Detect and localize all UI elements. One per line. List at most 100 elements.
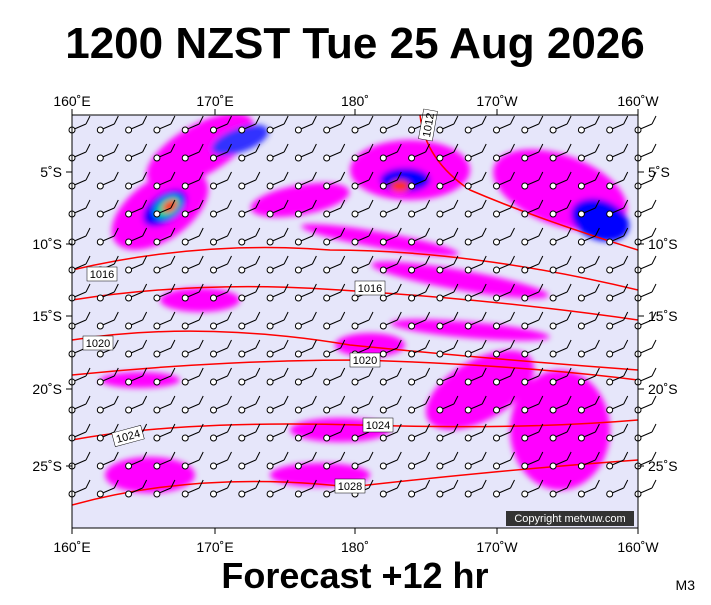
- barb-flag: [538, 143, 544, 153]
- lat-label-right: 20˚S: [648, 381, 678, 397]
- barb-flag: [170, 339, 176, 349]
- barb-station: [436, 210, 444, 218]
- barb-station: [521, 182, 529, 190]
- barb-flag: [85, 171, 91, 181]
- lat-label-left: 10˚S: [32, 236, 62, 252]
- barb-flag: [142, 143, 148, 153]
- barb-flag: [311, 367, 317, 377]
- barb-flag: [594, 451, 600, 461]
- precip-area: [211, 124, 269, 156]
- barb-station: [379, 490, 387, 498]
- barb-flag: [340, 339, 346, 349]
- barb-station: [408, 406, 416, 414]
- barb-flag: [85, 311, 91, 321]
- barb-flag: [340, 367, 346, 377]
- barb-station: [96, 406, 104, 414]
- barb-flag: [623, 199, 629, 209]
- barb-station: [323, 294, 331, 302]
- barb-station: [294, 490, 302, 498]
- barb-station: [153, 322, 161, 330]
- barb-station: [153, 462, 161, 470]
- barb-station: [521, 322, 529, 330]
- barb-flag: [566, 451, 572, 461]
- barb-flag: [623, 171, 629, 181]
- barb-flag: [425, 255, 431, 265]
- barb-flag: [623, 395, 629, 405]
- barb-flag: [510, 143, 515, 153]
- barb-station: [606, 154, 614, 162]
- barb-flag: [311, 199, 317, 209]
- copyright: Copyright metvuw.com: [514, 513, 625, 525]
- barb-flag: [651, 367, 657, 377]
- barb-station: [96, 490, 104, 498]
- barb-flag: [255, 283, 261, 293]
- barb-station: [181, 210, 189, 218]
- barb-flag: [566, 255, 572, 265]
- barb-flag: [481, 367, 487, 377]
- barb-station: [96, 126, 104, 134]
- barb-flag: [425, 451, 431, 461]
- barb-station: [549, 350, 557, 358]
- barb-station: [125, 238, 133, 246]
- barb-flag: [340, 199, 346, 209]
- barb-station: [153, 266, 161, 274]
- barb-flag: [198, 199, 204, 209]
- barb-flag: [255, 199, 261, 209]
- barb-flag: [651, 171, 657, 181]
- barb-flag: [651, 311, 657, 321]
- barb-station: [238, 210, 246, 218]
- barb-station: [181, 154, 189, 162]
- barb-flag: [594, 255, 600, 265]
- barb-station: [238, 490, 246, 498]
- barb-flag: [227, 199, 232, 209]
- barb-flag: [623, 451, 629, 461]
- barb-station: [153, 406, 161, 414]
- barb-flag: [623, 367, 629, 377]
- barb-flag: [255, 451, 261, 461]
- barb-flag: [85, 451, 91, 461]
- barb-station: [379, 322, 387, 330]
- barb-station: [266, 154, 274, 162]
- barb-station: [266, 378, 274, 386]
- barb-flag: [311, 283, 317, 293]
- barb-flag: [283, 115, 289, 125]
- isobar-label: 1024: [111, 425, 145, 447]
- barb-flag: [594, 171, 600, 181]
- barb-station: [181, 238, 189, 246]
- lat-label-left: 25˚S: [32, 458, 62, 474]
- barb-flag: [142, 311, 148, 321]
- barb-flag: [425, 395, 431, 405]
- barb-flag: [198, 479, 204, 489]
- barb-station: [606, 266, 614, 274]
- barb-flag: [453, 423, 459, 433]
- precip-area: [105, 457, 195, 493]
- barb-flag: [85, 227, 91, 237]
- barb-station: [379, 238, 387, 246]
- barb-flag: [481, 479, 487, 489]
- barb-station: [549, 182, 557, 190]
- barb-flag: [142, 367, 148, 377]
- isobar: [72, 330, 638, 371]
- barb-flag: [113, 227, 119, 237]
- barb-station: [181, 322, 189, 330]
- barb-station: [238, 182, 246, 190]
- lon-label-bottom: 160˚W: [617, 539, 659, 555]
- barb-flag: [142, 171, 148, 181]
- isobar-label: 1028: [334, 478, 366, 494]
- barb-station: [294, 266, 302, 274]
- lon-label-bottom: 170˚W: [476, 539, 518, 555]
- map-frame: [71, 114, 639, 529]
- barb-station: [577, 210, 585, 218]
- barb-flag: [453, 283, 459, 293]
- barb-flag: [198, 451, 204, 461]
- barb-station: [210, 126, 217, 134]
- barb-flag: [142, 255, 148, 265]
- barb-station: [408, 126, 416, 134]
- lat-label-right: 25˚S: [648, 458, 678, 474]
- barb-flag: [85, 255, 91, 265]
- barb-flag: [368, 479, 374, 489]
- barb-flag: [425, 283, 431, 293]
- barb-flag: [594, 199, 600, 209]
- barb-station: [436, 154, 444, 162]
- model-code: M3: [676, 577, 696, 593]
